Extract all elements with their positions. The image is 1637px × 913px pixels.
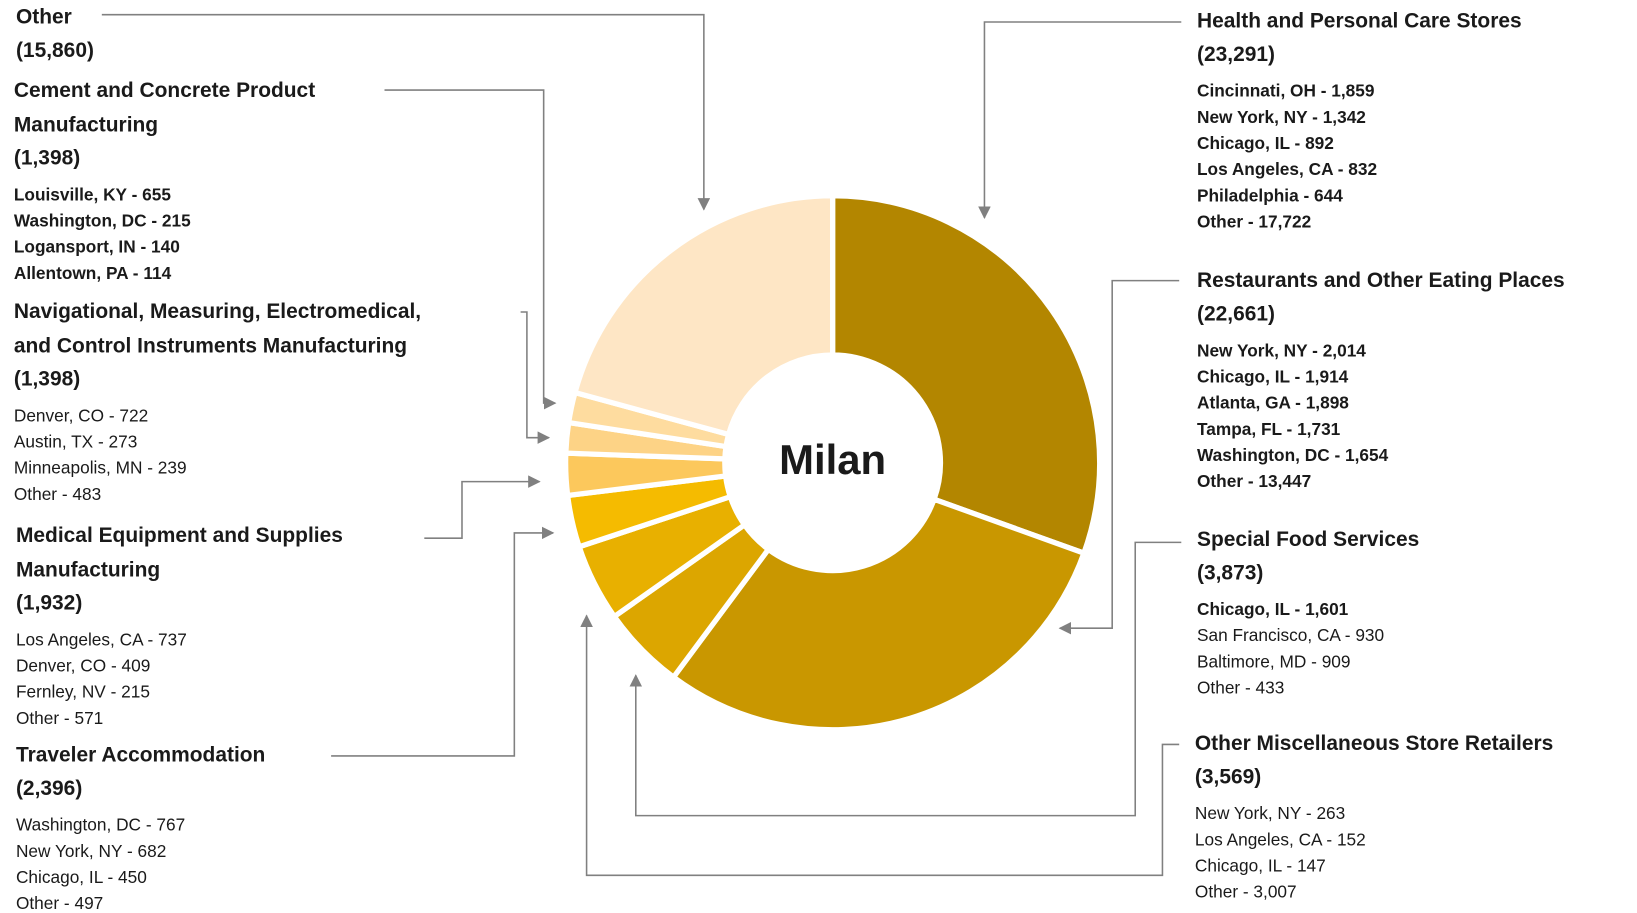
category-label: Other Miscellaneous Store Retailers	[1195, 732, 1553, 755]
detail-label: Denver, CO - 409	[16, 656, 150, 676]
detail-label: Allentown, PA - 114	[14, 263, 172, 283]
value-label: (22,661)	[1197, 303, 1275, 326]
detail-label: Other - 433	[1197, 678, 1284, 698]
donut-segment	[571, 193, 836, 438]
detail-label: Chicago, IL - 147	[1195, 855, 1326, 875]
donut-segment	[669, 495, 1088, 733]
value-label: (1,398)	[14, 147, 80, 170]
detail-label: Other - 17,722	[1197, 212, 1311, 232]
detail-label: Washington, DC - 767	[16, 815, 185, 835]
value-label: (2,396)	[16, 777, 82, 800]
leader-line	[424, 475, 541, 539]
value-label: (15,860)	[16, 39, 94, 62]
leader-line	[520, 311, 551, 444]
category-label: Special Food Services	[1197, 528, 1419, 551]
leader-line	[580, 614, 1180, 877]
category-label: Navigational, Measuring, Electromedical,…	[14, 300, 421, 358]
detail-label: Philadelphia - 644	[1197, 185, 1343, 205]
category-label: Medical Equipment and Supplies Manufactur…	[16, 524, 343, 582]
category-label: Health and Personal Care Stores	[1197, 10, 1522, 33]
detail-label: Atlanta, GA - 1,898	[1197, 393, 1349, 413]
category-label: Restaurants and Other Eating Places	[1197, 269, 1565, 292]
detail-label: Los Angeles, CA - 737	[16, 629, 187, 649]
chart-title: Milan	[779, 436, 886, 483]
detail-label: Fernley, NV - 215	[16, 682, 150, 702]
leader-line	[384, 89, 557, 410]
leader-line	[101, 13, 711, 211]
detail-label: Austin, TX - 273	[14, 431, 137, 451]
detail-label: Other - 497	[16, 893, 103, 913]
value-label: (1,932)	[16, 592, 82, 615]
detail-label: Washington, DC - 1,654	[1197, 445, 1389, 465]
detail-label: Other - 13,447	[1197, 471, 1311, 491]
detail-label: Other - 571	[16, 708, 103, 728]
detail-label: New York, NY - 263	[1195, 803, 1345, 823]
detail-label: Chicago, IL - 892	[1197, 133, 1334, 153]
category-label: Traveler Accommodation	[16, 743, 265, 766]
value-label: (1,398)	[14, 368, 80, 391]
detail-label: Denver, CO - 722	[14, 405, 148, 425]
detail-label: Cincinnati, OH - 1,859	[1197, 81, 1375, 101]
value-label: (23,291)	[1197, 43, 1275, 66]
leader-line	[331, 526, 555, 757]
detail-label: Minneapolis, MN - 239	[14, 458, 187, 478]
value-label: (3,873)	[1197, 561, 1263, 584]
detail-label: Logansport, IN - 140	[14, 237, 180, 257]
detail-label: Tampa, FL - 1,731	[1197, 419, 1341, 439]
detail-label: New York, NY - 1,342	[1197, 107, 1366, 127]
detail-label: New York, NY - 682	[16, 841, 166, 861]
detail-label: Baltimore, MD - 909	[1197, 651, 1351, 671]
leader-line	[1058, 279, 1180, 635]
leader-line	[629, 541, 1182, 817]
detail-label: San Francisco, CA - 930	[1197, 625, 1384, 645]
category-label: Other	[16, 5, 72, 28]
detail-label: Los Angeles, CA - 832	[1197, 159, 1377, 179]
detail-label: Chicago, IL - 450	[16, 867, 147, 887]
detail-label: Washington, DC - 215	[14, 211, 191, 231]
donut-segment	[830, 193, 1103, 557]
detail-label: Chicago, IL - 1,914	[1197, 367, 1349, 387]
category-label: Cement and Concrete Product Manufacturing	[14, 79, 315, 137]
value-label: (3,569)	[1195, 765, 1261, 788]
detail-label: New York, NY - 2,014	[1197, 340, 1366, 360]
detail-label: Louisville, KY - 655	[14, 184, 171, 204]
detail-label: Chicago, IL - 1,601	[1197, 599, 1349, 619]
leader-line	[978, 21, 1182, 220]
detail-label: Los Angeles, CA - 152	[1195, 829, 1366, 849]
detail-label: Other - 483	[14, 484, 101, 504]
detail-label: Other - 3,007	[1195, 882, 1297, 902]
